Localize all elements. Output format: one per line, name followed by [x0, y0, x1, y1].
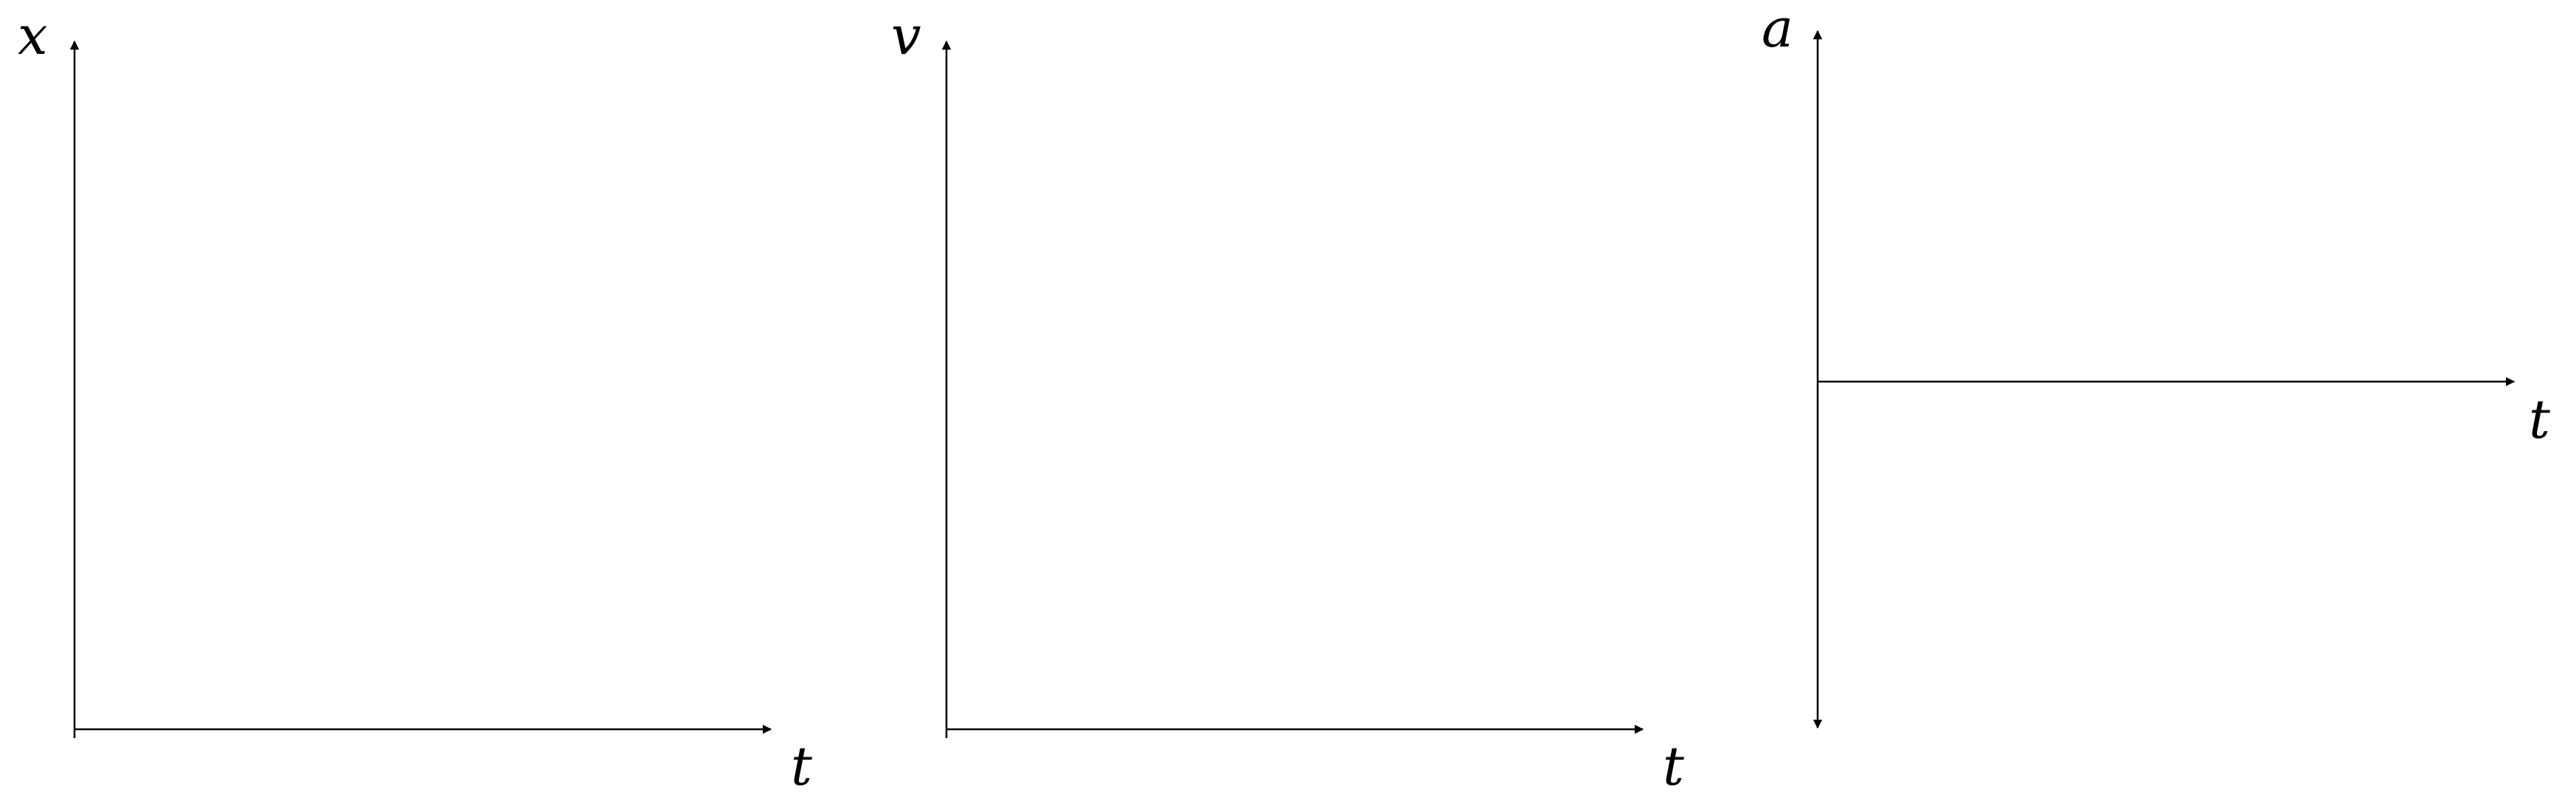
velocity-time-graph	[941, 40, 1644, 738]
time-axis-label: t	[2529, 388, 2550, 450]
time-axis-label: t	[1663, 735, 1684, 797]
position-axis-label: x	[18, 4, 48, 66]
time-axis-label: t	[791, 735, 812, 797]
acceleration-axis-label: a	[1762, 0, 1793, 59]
acceleration-time-graph	[1812, 30, 2516, 729]
position-time-graph	[69, 40, 772, 738]
velocity-axis-label: v	[891, 4, 921, 66]
